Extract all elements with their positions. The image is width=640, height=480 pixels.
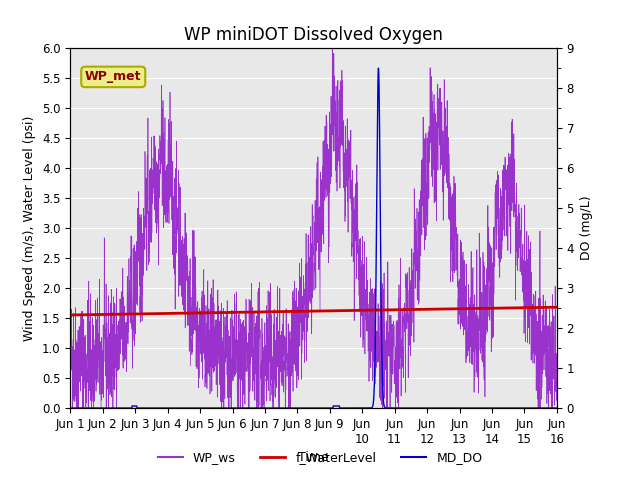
Y-axis label: Wind Speed (m/s), Water Level (psi): Wind Speed (m/s), Water Level (psi) bbox=[24, 115, 36, 341]
Text: WP_met: WP_met bbox=[85, 71, 141, 84]
X-axis label: Time: Time bbox=[298, 451, 329, 464]
Title: WP miniDOT Dissolved Oxygen: WP miniDOT Dissolved Oxygen bbox=[184, 25, 443, 44]
Y-axis label: DO (mg/L): DO (mg/L) bbox=[580, 196, 593, 260]
Legend: WP_ws, f_WaterLevel, MD_DO: WP_ws, f_WaterLevel, MD_DO bbox=[152, 446, 488, 469]
